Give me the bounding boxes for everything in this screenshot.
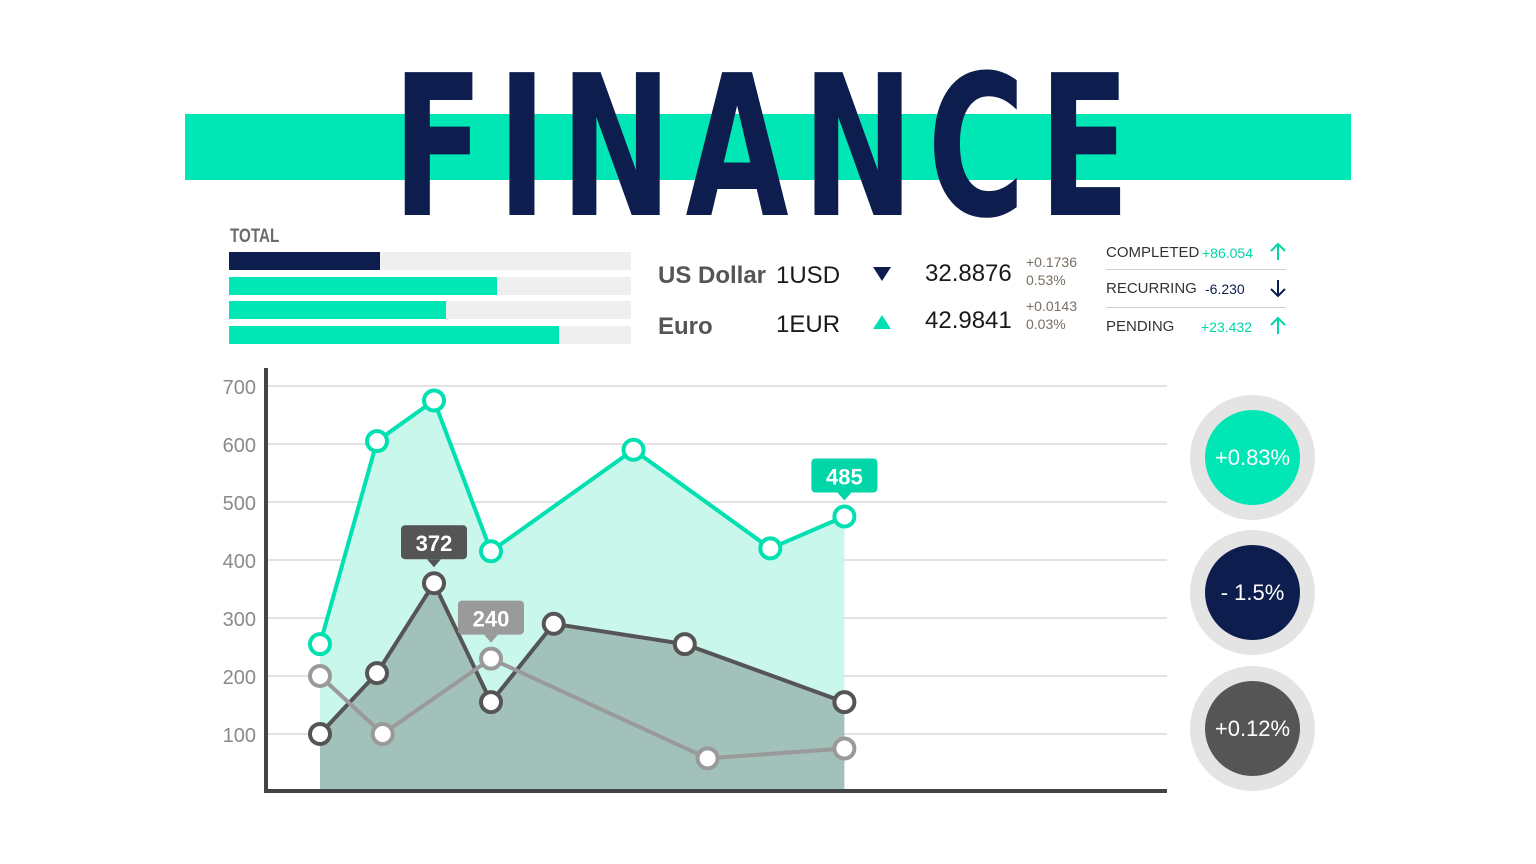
y-tick-label: 100 [223,725,256,747]
triangle-down-icon [873,267,891,281]
currency-delta-eur: +0.0143 [1026,298,1077,314]
total-bar-fill [229,326,559,344]
data-point [479,646,503,671]
badge-value: +0.83% [1205,410,1300,505]
divider [1106,269,1286,270]
y-tick-label: 700 [223,377,256,399]
data-point [695,746,720,771]
currency-code-usd: 1USD [776,262,841,289]
data-point [479,539,503,564]
status-row-completed: COMPLETED +86.054 [1106,236,1286,272]
arrow-up-icon [1270,316,1286,334]
status-label: RECURRING [1106,280,1197,297]
data-point [365,429,389,454]
currency-name-eur: Euro [658,313,713,340]
area-chart: 100 200 300 400 500 600 700 485 372 240 [223,368,1167,793]
total-bar-fill [229,277,498,295]
badge-circle-navy: - 1.5% [1190,530,1315,655]
data-point [479,690,503,715]
data-point [672,632,697,657]
status-row-recurring: RECURRING -6.230 [1106,272,1286,308]
currency-pct-eur: 0.03% [1026,316,1066,332]
status-label: COMPLETED [1106,244,1200,261]
divider [1106,307,1286,308]
status-row-pending: PENDING +23.432 [1106,310,1286,346]
y-tick-label: 400 [223,551,256,573]
badge-circle-teal: +0.83% [1190,395,1315,520]
currency-pct-usd: 0.53% [1026,272,1066,288]
callout-pointer [427,559,441,568]
value-callout [401,525,467,560]
page-title: FINANCE [392,34,1144,262]
total-bar-track [229,301,631,319]
y-tick-label: 300 [223,609,256,631]
data-point [308,722,332,746]
y-tick-label: 600 [223,435,256,457]
y-tick-label: 500 [223,493,256,515]
total-bar-track [229,326,631,344]
data-point [832,504,857,529]
data-point [422,388,446,413]
value-label: 485 [826,465,863,490]
status-value: -6.230 [1205,281,1245,297]
currency-code-eur: 1EUR [776,311,841,338]
currency-delta-usd: +0.1736 [1026,254,1077,270]
title-band [185,114,1351,180]
value-label: 372 [416,531,453,556]
total-bar-fill [229,301,447,319]
y-tick-label: 200 [223,667,256,689]
status-value: +86.054 [1202,245,1253,261]
status-value: +23.432 [1201,319,1252,335]
total-bar-track [229,252,631,270]
data-point [758,536,783,561]
data-point [308,664,332,688]
total-bar-fill [229,252,380,270]
data-point [832,690,857,715]
badge-value: +0.12% [1205,681,1300,776]
badge-circle-gray: +0.12% [1190,666,1315,791]
callout-pointer [837,492,852,501]
arrow-up-icon [1270,242,1286,260]
arrow-down-icon [1270,280,1286,298]
data-point [308,632,332,657]
series-area [320,583,845,792]
data-point [541,611,566,636]
data-point [832,736,857,761]
callout-pointer [484,634,498,643]
value-callout [458,600,524,635]
total-bar-track [229,277,631,295]
data-point [365,661,389,686]
triangle-up-icon [873,315,891,329]
currency-rate-usd: 32.8876 [925,260,1012,287]
currency-rate-eur: 42.9841 [925,307,1012,334]
total-label: TOTAL [230,226,280,247]
data-point [422,571,446,596]
badge-value: - 1.5% [1205,545,1300,640]
value-label: 240 [473,607,510,632]
data-point [370,722,395,746]
currency-name-usd: US Dollar [658,262,767,289]
data-point [621,437,646,462]
value-callout [811,458,878,493]
status-label: PENDING [1106,318,1175,335]
